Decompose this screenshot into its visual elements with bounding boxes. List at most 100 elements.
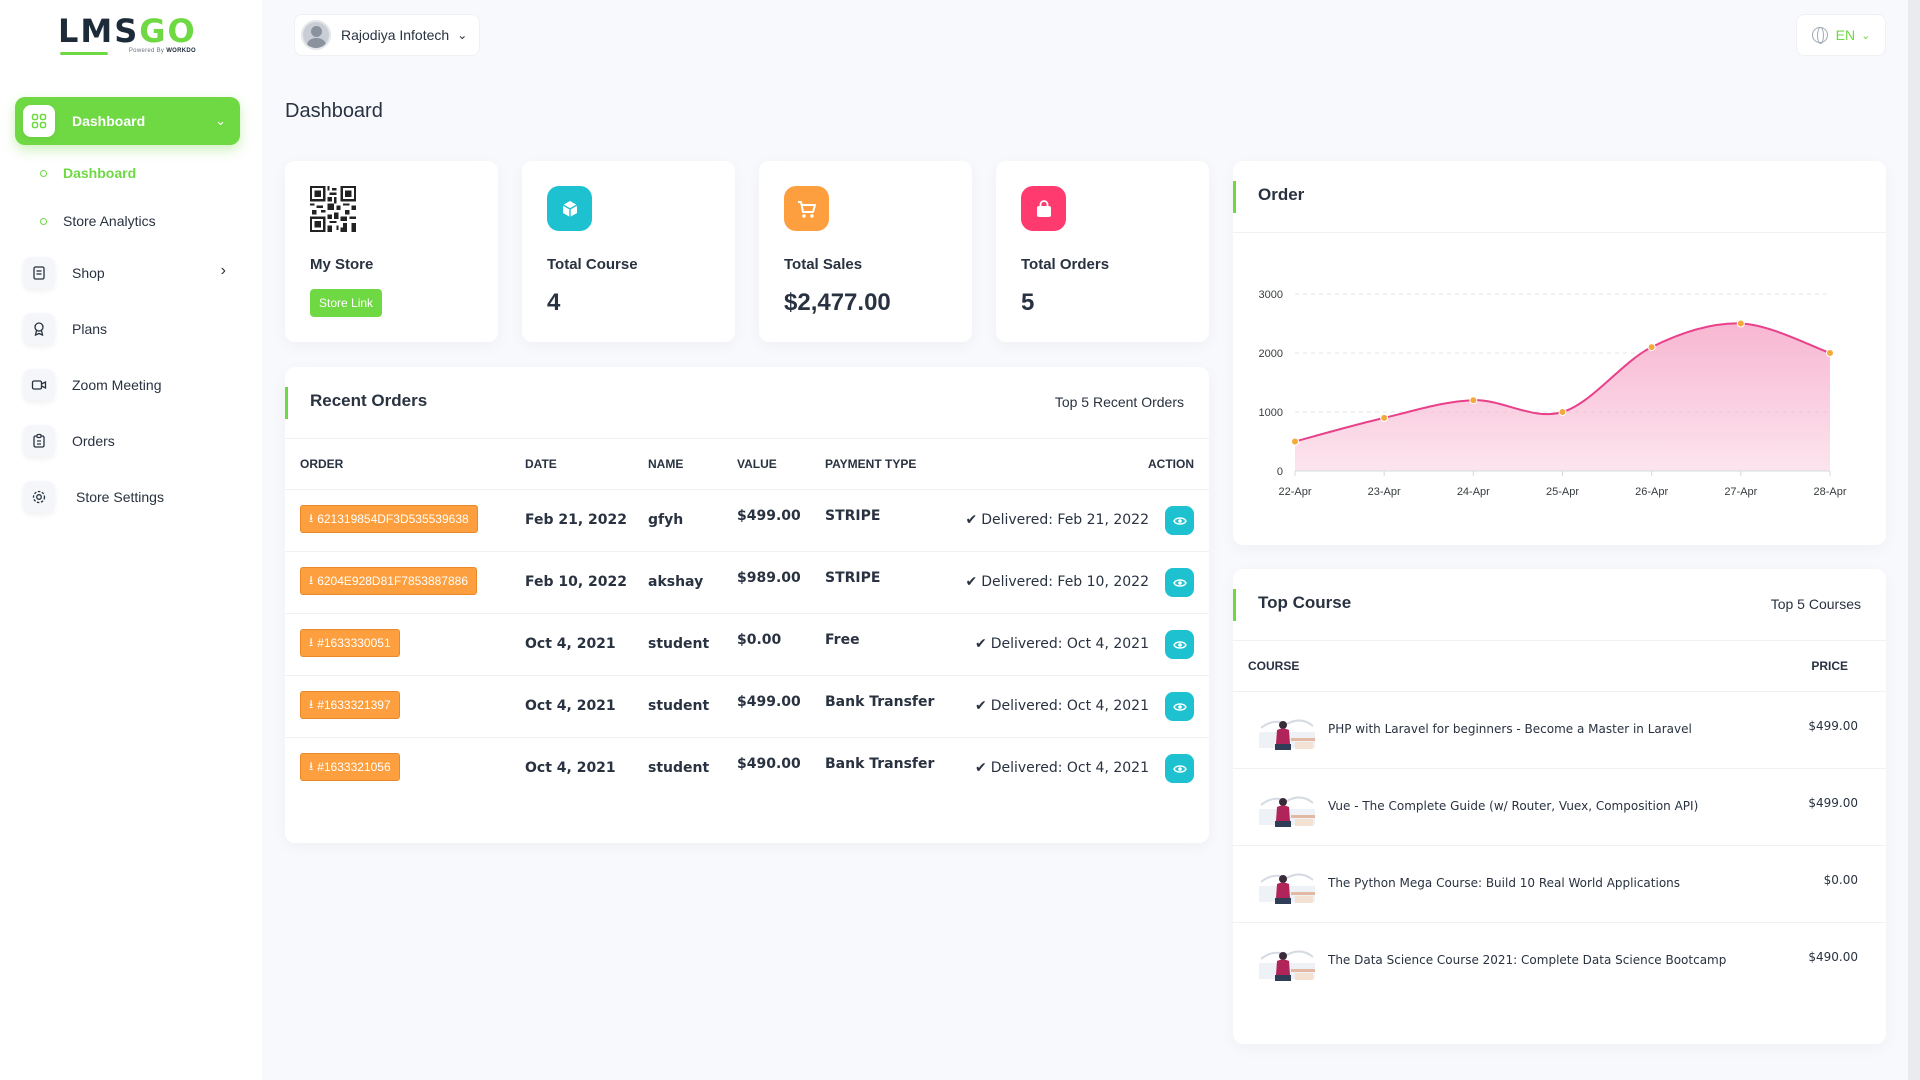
- card-subtitle: Top 5 Recent Orders: [1054, 394, 1184, 410]
- sidebar-item-plans[interactable]: Plans: [15, 307, 240, 351]
- sidebar-item-label: Zoom Meeting: [72, 377, 162, 393]
- table-row: ⭳ 621319854DF3D535539638 Feb 21, 2022 gfyh $…: [285, 489, 1209, 551]
- double-check-icon: ✔: [974, 698, 987, 714]
- award-icon: [23, 313, 55, 345]
- download-icon: ⭳: [309, 572, 314, 587]
- customer-name: student: [648, 760, 710, 776]
- table-row: ⭳ #1633330051 Oct 4, 2021 student $0.00 Free ✔…: [285, 613, 1209, 675]
- data-point[interactable]: [1558, 408, 1567, 416]
- card-header: Top Course Top 5 Courses: [1233, 569, 1886, 641]
- stat-title: Total Course: [547, 256, 638, 273]
- payment-type: STRIPE: [825, 570, 881, 586]
- customer-name: student: [648, 698, 710, 714]
- order-download-button[interactable]: ⭳ #1633321397: [300, 691, 400, 719]
- scrollbar-track[interactable]: [1908, 0, 1920, 1080]
- order-chart-card: Order 0 1000 2000 3000 22-Apr 23-Apr 24-Apr 25-…: [1233, 161, 1886, 545]
- sidebar-item-zoom-meeting[interactable]: Zoom Meeting: [15, 363, 240, 407]
- eye-icon: [1172, 702, 1187, 711]
- view-order-button[interactable]: [1165, 630, 1194, 659]
- card-header: Order: [1233, 161, 1886, 233]
- view-order-button[interactable]: [1165, 568, 1194, 597]
- table-header: ORDER DATE NAME VALUE PAYMENT TYPE ACTIO…: [285, 457, 1209, 477]
- table-row[interactable]: PHP with Laravel for beginners - Become …: [1233, 691, 1886, 768]
- y-tick-label: 3000: [1259, 289, 1283, 301]
- sidebar-subitem-label: Dashboard: [63, 165, 137, 181]
- data-point[interactable]: [1826, 349, 1834, 357]
- column-header: NAME: [648, 457, 684, 471]
- table-row[interactable]: Vue - The Complete Guide (w/ Router, Vue…: [1233, 768, 1886, 845]
- card-title: Order: [1258, 185, 1305, 204]
- sidebar-item-label: Orders: [72, 433, 115, 449]
- x-tick-label: 25-Apr: [1546, 486, 1579, 498]
- user-menu[interactable]: Rajodiya Infotech ⌄: [294, 14, 480, 56]
- sidebar-item-orders[interactable]: Orders: [15, 419, 240, 463]
- sidebar-item-store-settings[interactable]: Store Settings: [15, 475, 240, 519]
- order-area-chart: 0 1000 2000 3000 22-Apr 23-Apr 24-Apr 25-Apr 26-…: [1259, 289, 1847, 498]
- data-point[interactable]: [1736, 319, 1745, 328]
- x-tick-label: 28-Apr: [1813, 486, 1846, 498]
- settings-icon: [23, 481, 55, 513]
- course-name[interactable]: The Data Science Course 2021: Complete D…: [1328, 953, 1727, 967]
- chevron-down-icon: ⌄: [1861, 29, 1871, 42]
- stat-card-total-orders: Total Orders 5: [996, 161, 1209, 342]
- view-order-button[interactable]: [1165, 754, 1194, 783]
- chevron-right-icon: ›: [220, 262, 226, 279]
- delivery-status: ✔ Delivered: Feb 10, 2022: [965, 574, 1149, 590]
- data-point[interactable]: [1469, 396, 1478, 405]
- course-name[interactable]: PHP with Laravel for beginners - Become …: [1328, 722, 1692, 736]
- double-check-icon: ✔: [965, 512, 978, 528]
- stat-value: 4: [547, 289, 561, 316]
- order-download-button[interactable]: ⭳ 6204E928D81F7853887886: [300, 567, 478, 595]
- bullet-icon: [40, 217, 47, 225]
- delivery-status: ✔ Delivered: Oct 4, 2021: [975, 698, 1149, 714]
- sidebar-item-shop[interactable]: Shop ›: [15, 251, 240, 295]
- y-tick-label: 2000: [1259, 348, 1283, 360]
- page-title: Dashboard: [285, 100, 383, 122]
- logo-text: LMSGO: [58, 12, 197, 50]
- table-row[interactable]: The Python Mega Course: Build 10 Real Wo…: [1233, 845, 1886, 922]
- eye-icon: [1172, 516, 1187, 525]
- language-selector[interactable]: EN ⌄: [1796, 14, 1886, 56]
- sidebar-subitem-dashboard[interactable]: Dashboard: [40, 162, 136, 184]
- cart-icon: [784, 186, 829, 231]
- status-text: Delivered: Feb 21, 2022: [981, 512, 1149, 528]
- eye-icon: [1172, 764, 1187, 773]
- customer-name: student: [648, 636, 710, 652]
- dashboard-icon: [23, 105, 55, 137]
- video-icon: [23, 369, 55, 401]
- box-icon: [547, 186, 592, 231]
- x-tick-label: 23-Apr: [1368, 486, 1401, 498]
- course-name[interactable]: Vue - The Complete Guide (w/ Router, Vue…: [1328, 799, 1699, 813]
- stat-card-my-store: My Store Store Link: [285, 161, 498, 342]
- stat-card-total-sales: Total Sales $2,477.00: [759, 161, 972, 342]
- course-name[interactable]: The Python Mega Course: Build 10 Real Wo…: [1328, 876, 1681, 890]
- data-point[interactable]: [1647, 343, 1656, 352]
- double-check-icon: ✔: [974, 760, 987, 776]
- data-point[interactable]: [1380, 413, 1389, 422]
- sidebar-item-label: Shop: [72, 265, 105, 281]
- order-download-button[interactable]: ⭳ 621319854DF3D535539638: [300, 505, 478, 533]
- store-link-button[interactable]: Store Link: [310, 289, 383, 317]
- order-download-button[interactable]: ⭳ #1633321056: [300, 753, 400, 781]
- sidebar-subitem-store-analytics[interactable]: Store Analytics: [40, 210, 156, 232]
- sidebar-item-dashboard[interactable]: Dashboard ⌄: [15, 97, 240, 145]
- order-value: $989.00: [737, 570, 801, 586]
- stat-title: Total Orders: [1021, 256, 1110, 273]
- course-price: $499.00: [1808, 719, 1858, 733]
- table-header: COURSE PRICE: [1233, 659, 1886, 679]
- download-icon: ⭳: [309, 758, 314, 773]
- card-accent-bar: [285, 387, 288, 419]
- order-download-button[interactable]: ⭳ #1633330051: [300, 629, 400, 657]
- column-header: PRICE: [1811, 659, 1848, 673]
- stat-value: 5: [1021, 289, 1035, 316]
- delivery-status: ✔ Delivered: Oct 4, 2021: [975, 636, 1149, 652]
- logo[interactable]: LMSGO Powered By WORKDO: [58, 12, 198, 60]
- logo-underline: [60, 52, 108, 55]
- view-order-button[interactable]: [1165, 692, 1194, 721]
- view-order-button[interactable]: [1165, 506, 1194, 535]
- table-row[interactable]: The Data Science Course 2021: Complete D…: [1233, 922, 1886, 999]
- card-title: Recent Orders: [310, 391, 428, 410]
- data-point[interactable]: [1291, 437, 1299, 446]
- table-row: ⭳ #1633321056 Oct 4, 2021 student $490.00 Ban…: [285, 737, 1209, 799]
- logo-powered-by: Powered By WORKDO: [128, 48, 196, 54]
